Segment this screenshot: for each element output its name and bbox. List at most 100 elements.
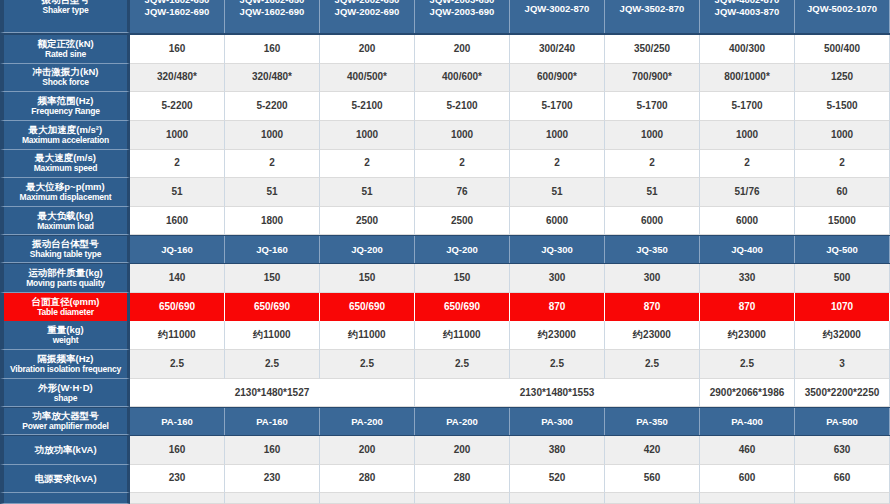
data-cell: 60 [795, 178, 890, 207]
cell-text: PA-500 [826, 416, 858, 428]
cell-text: 2900*2066*1986 [710, 387, 785, 399]
label-en: Maximum acceleration [22, 135, 109, 146]
data-cell: 870 [605, 293, 700, 322]
data-cell: 约32000 [795, 321, 890, 350]
data-cell: PA-300 [510, 408, 605, 435]
data-cell: 280 [320, 465, 415, 494]
data-cell: 2.5 [605, 350, 700, 379]
row-label-cell: 运动部件质量(kg)Moving parts quality [0, 264, 130, 293]
cell-text: 约23000 [538, 329, 576, 341]
data-cell: 1000 [510, 121, 605, 150]
cell-text: JQW-2002-690 [335, 6, 400, 18]
column-header-cell: JQW-3002-870 [510, 0, 605, 33]
label-zh: 振动台台体型号 [32, 238, 99, 249]
data-cell: 1000 [320, 121, 415, 150]
label-en: Shaker type [43, 5, 89, 16]
data-cell [225, 493, 320, 504]
data-cell: 2500 [320, 207, 415, 236]
data-cell: 6000 [700, 207, 795, 236]
cell-text: 230 [264, 472, 281, 484]
data-cell: 1800 [225, 207, 320, 236]
cell-text: 150 [454, 272, 471, 284]
cell-text: PA-300 [541, 416, 573, 428]
data-cell: 51/76 [700, 178, 795, 207]
cell-text: JQW-2003-690 [430, 6, 495, 18]
data-cell: 160 [225, 436, 320, 465]
data-cell: 约11000 [225, 321, 320, 350]
label-en: weight [53, 335, 79, 346]
data-cell: 630 [795, 436, 890, 465]
cell-text: 3 [839, 358, 845, 370]
data-cell: 76 [415, 178, 510, 207]
data-cell: 800/1000* [700, 64, 795, 93]
data-cell: 51 [130, 178, 225, 207]
cell-text: 650/690 [159, 301, 195, 313]
row-label-cell: 最大速度(m/s)Maximum speed [0, 150, 130, 179]
data-cell: PA-400 [700, 408, 795, 435]
data-cell [795, 493, 890, 504]
table-row [0, 493, 890, 504]
cell-text: 51 [171, 186, 182, 198]
data-cell: 2130*1480*1553 [415, 379, 700, 408]
data-cell: 2 [225, 150, 320, 179]
table-row: 振动台型号Shaker typeJQW-1602-650JQW-1602-690… [0, 0, 890, 35]
data-cell: 约11000 [130, 321, 225, 350]
data-cell: 1250 [795, 64, 890, 93]
label-en: Frequency Range [31, 106, 99, 117]
cell-text: 350/250 [634, 43, 670, 55]
cell-text: JQ-350 [636, 244, 668, 256]
cell-text: 870 [644, 301, 661, 313]
cell-text: 300 [644, 272, 661, 284]
cell-text: 51 [551, 186, 562, 198]
cell-text: 1000 [546, 129, 568, 141]
cell-text: 520 [549, 472, 566, 484]
cell-text: 320/480* [157, 71, 197, 83]
cell-text: 51/76 [734, 186, 759, 198]
table-row: 最大负载(kg)Maximum load16001800250025006000… [0, 207, 890, 236]
cell-text: 3500*2200*2250 [805, 387, 880, 399]
cell-text: 约32000 [823, 329, 861, 341]
cell-text: JQ-300 [541, 244, 573, 256]
data-cell: 420 [605, 436, 700, 465]
data-cell: 150 [225, 264, 320, 293]
column-header-cell: JQW-1602-650JQW-1602-690 [225, 0, 320, 33]
row-label-cell: 最大加速度(m/s²)Maximum acceleration [0, 121, 130, 150]
label-en: Vibration isolation frequency [10, 364, 121, 375]
data-cell: 140 [130, 264, 225, 293]
cell-text: PA-200 [351, 416, 383, 428]
data-cell [415, 493, 510, 504]
cell-text: 约11000 [158, 329, 195, 341]
cell-text: 400/600* [442, 71, 482, 83]
cell-text: 2 [459, 157, 465, 169]
table-row: 额定正弦(kN)Rated sine160160200200300/240350… [0, 35, 890, 64]
cell-text: 160 [264, 43, 281, 55]
label-zh: 最大位移p~p(mm) [26, 181, 104, 192]
cell-text: 700/900* [632, 71, 672, 83]
row-label-cell: 额定正弦(kN)Rated sine [0, 35, 130, 64]
cell-text: 51 [361, 186, 372, 198]
data-cell: JQ-500 [795, 236, 890, 263]
cell-text: 280 [359, 472, 376, 484]
label-zh: 重量(kg) [47, 324, 83, 335]
data-cell: 2 [795, 150, 890, 179]
label-zh: 最大速度(m/s) [35, 152, 96, 163]
data-cell: 6000 [605, 207, 700, 236]
column-header-cell: JQW-2002-650JQW-2002-690 [320, 0, 415, 33]
data-cell: 6000 [510, 207, 605, 236]
table-row: 外形(W·H·D)shape2130*1480*15272130*1480*15… [0, 379, 890, 408]
cell-text: 2.5 [455, 358, 469, 370]
data-cell: 5-1500 [795, 92, 890, 121]
cell-text: 2 [364, 157, 370, 169]
row-label-cell: 频率范围(Hz)Frequency Range [0, 92, 130, 121]
cell-text: 约23000 [633, 329, 671, 341]
cell-text: JQW-1602-690 [145, 6, 210, 18]
cell-text: JQ-200 [351, 244, 383, 256]
cell-text: JQ-160 [161, 244, 193, 256]
label-zh: 冲击激振力(kN) [33, 66, 99, 77]
data-cell: 3500*2200*2250 [795, 379, 890, 408]
label-zh: 最大加速度(m/s²) [29, 124, 102, 135]
cell-text: 5-2100 [446, 100, 477, 112]
cell-text: 51 [646, 186, 657, 198]
cell-text: 约23000 [728, 329, 766, 341]
cell-text: 1000 [451, 129, 473, 141]
